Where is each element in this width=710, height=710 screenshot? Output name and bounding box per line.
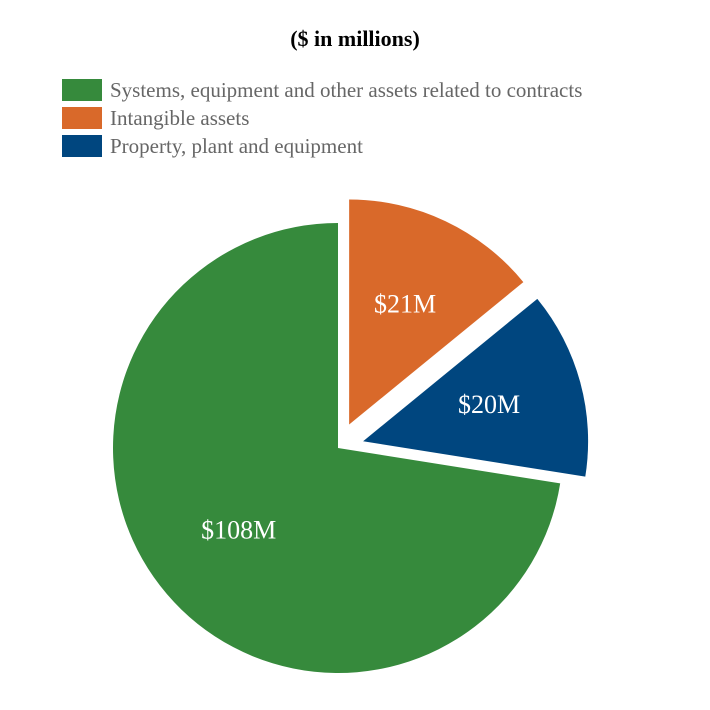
legend-label-intangible: Intangible assets: [110, 105, 250, 130]
chart-title: ($ in millions): [290, 26, 420, 51]
slice-label-systems: $108M: [201, 516, 276, 545]
legend-label-property: Property, plant and equipment: [110, 133, 363, 158]
slice-property: [363, 298, 589, 477]
slice-systems: [112, 223, 561, 673]
slice-label-intangible: $21M: [374, 290, 436, 319]
legend-item-property: Property, plant and equipment: [62, 132, 582, 160]
legend-swatch-systems: [62, 79, 102, 101]
legend: Systems, equipment and other assets rela…: [62, 76, 582, 160]
slice-intangible: [349, 199, 524, 425]
legend-item-systems: Systems, equipment and other assets rela…: [62, 76, 582, 104]
legend-swatch-intangible: [62, 107, 102, 129]
legend-label-systems: Systems, equipment and other assets rela…: [110, 77, 583, 102]
legend-item-intangible: Intangible assets: [62, 104, 582, 132]
legend-swatch-property: [62, 135, 102, 157]
slice-label-property: $20M: [458, 390, 520, 419]
